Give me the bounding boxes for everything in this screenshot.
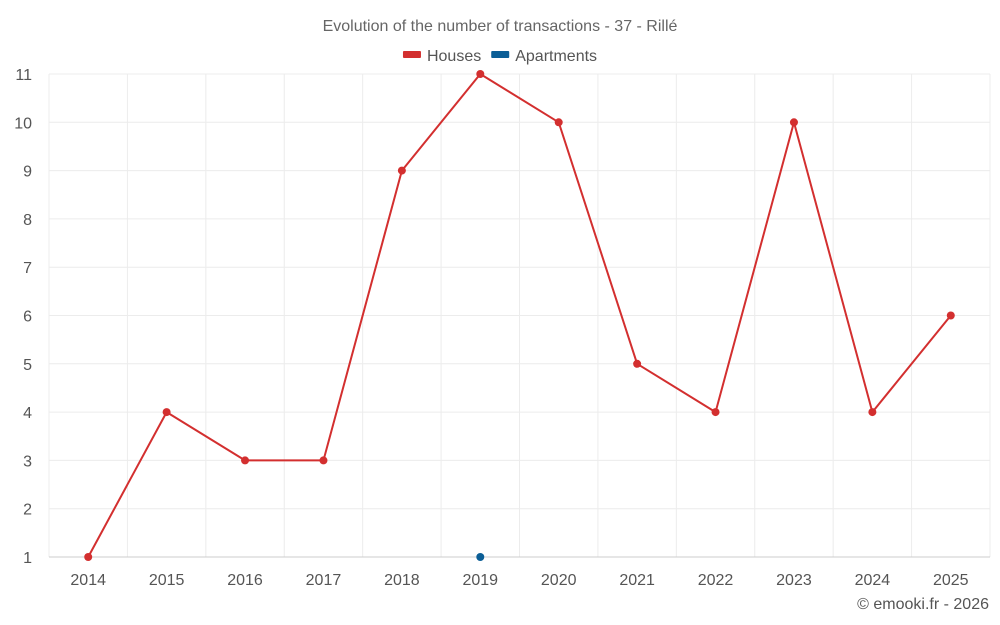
y-tick-label: 1: [23, 550, 32, 567]
data-point-houses[interactable]: [554, 118, 563, 127]
legend-swatch: [402, 51, 421, 58]
x-tick-label: 2024: [855, 572, 891, 589]
data-point-houses[interactable]: [633, 359, 642, 368]
data-point-houses[interactable]: [946, 311, 955, 320]
x-tick-label: 2015: [149, 572, 185, 589]
x-tick-label: 2023: [776, 572, 812, 589]
x-tick-label: 2014: [70, 572, 106, 589]
x-tick-label: 2022: [698, 572, 734, 589]
y-tick-label: 4: [23, 405, 32, 422]
y-tick-label: 5: [23, 357, 32, 374]
y-tick-label: 6: [23, 309, 32, 326]
y-tick-label: 9: [23, 164, 32, 181]
x-tick-label: 2018: [384, 572, 420, 589]
legend-label: Houses: [427, 48, 481, 65]
y-tick-label: 7: [23, 260, 32, 277]
x-tick-label: 2025: [933, 572, 969, 589]
data-point-houses[interactable]: [319, 456, 328, 465]
y-tick-label: 3: [23, 453, 32, 470]
axes: 1 2 3 4 5 6 7 8 9 10 11 2014 2015 2016 2017 2018 2019 202…: [14, 67, 990, 589]
data-point-houses[interactable]: [241, 456, 250, 465]
series-layer: [84, 70, 955, 561]
chart-title: Evolution of the number of transactions …: [323, 18, 678, 35]
legend-item-houses[interactable]: Houses: [402, 48, 481, 65]
y-tick-label: 2: [23, 502, 32, 519]
data-point-houses[interactable]: [84, 553, 93, 561]
chart-credit: © emooki.fr - 2026: [857, 596, 989, 613]
legend-swatch: [491, 51, 510, 58]
x-tick-label: 2017: [306, 572, 342, 589]
legend: Houses Apartments: [402, 48, 597, 65]
data-point-houses[interactable]: [476, 70, 485, 78]
data-point-apartments[interactable]: [476, 553, 485, 561]
legend-item-apartments[interactable]: Apartments: [491, 48, 597, 65]
x-tick-label: 2016: [227, 572, 263, 589]
y-tick-label: 8: [23, 212, 32, 229]
series-line-houses: [87, 73, 952, 558]
y-tick-label: 11: [15, 67, 32, 84]
x-tick-label: 2021: [619, 572, 655, 589]
y-tick-label: 10: [14, 115, 32, 132]
data-point-houses[interactable]: [162, 408, 171, 417]
legend-label: Apartments: [515, 48, 597, 65]
data-point-houses[interactable]: [868, 408, 877, 417]
x-tick-label: 2019: [462, 572, 498, 589]
x-tick-label: 2020: [541, 572, 577, 589]
data-point-houses[interactable]: [711, 408, 720, 417]
data-point-houses[interactable]: [397, 166, 406, 175]
data-point-houses[interactable]: [789, 118, 798, 127]
grid: [48, 73, 991, 558]
